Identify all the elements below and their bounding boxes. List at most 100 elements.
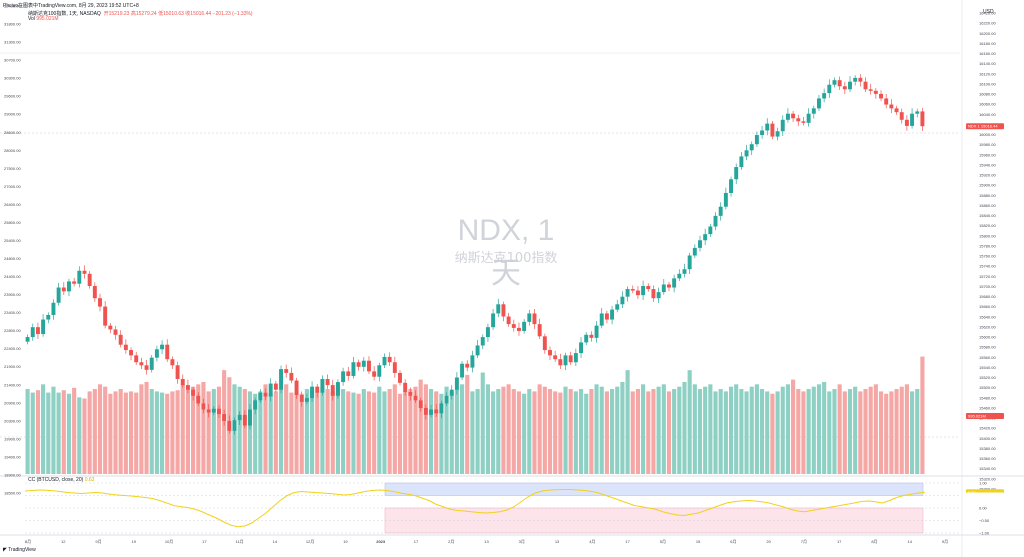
time-axis-tick: 17 <box>625 539 630 544</box>
candle-body <box>579 342 583 354</box>
left-axis-tick: 24800.00 <box>4 256 21 261</box>
candle-body <box>863 81 868 90</box>
candle-body <box>258 392 263 401</box>
candle-body <box>304 398 309 402</box>
time-axis-tick: 3月 <box>519 539 525 544</box>
volume-bar <box>470 391 475 474</box>
right-axis-tick: 15900.00 <box>979 183 996 188</box>
candle-body <box>599 313 604 326</box>
candle-body <box>801 121 806 123</box>
volume-bar <box>372 392 377 474</box>
volume-bar <box>165 393 170 474</box>
candle-body <box>920 111 925 127</box>
volume-bar <box>625 370 630 474</box>
candle-body <box>780 119 785 132</box>
volume-value: 995.021M <box>36 16 59 22</box>
right-axis-tick: 15680.00 <box>979 294 996 299</box>
candle-body <box>749 144 754 151</box>
volume-bar <box>475 389 480 474</box>
volume-bar <box>185 389 190 474</box>
candle-body <box>594 325 599 338</box>
left-axis-tick: 22400.00 <box>4 346 21 351</box>
price-candles <box>25 74 925 435</box>
volume-legend[interactable]: Vol 995.021M <box>28 16 59 22</box>
candle-body <box>196 395 201 404</box>
symbol-legend[interactable]: 纳斯达克100指数, 1天, NASDAQ 开15219.23 高15279.2… <box>28 10 253 17</box>
candle-body <box>553 355 558 360</box>
right-axis-tick: 16000.00 <box>979 132 996 137</box>
left-axis-tick: 22800.00 <box>4 328 21 333</box>
right-axis-tick: 15700.00 <box>979 284 996 289</box>
right-axis-tick: 16120.00 <box>979 71 996 76</box>
left-axis: 32400.00 31800.00 31300.00 30700.00 30300.00… <box>4 4 21 496</box>
candle-body <box>848 81 852 90</box>
volume-bar <box>894 389 899 474</box>
candle-body <box>82 270 87 274</box>
volume-bar <box>397 393 403 474</box>
candle-body <box>656 292 661 299</box>
indicator-axis-tick: 0.00 <box>979 506 988 511</box>
right-axis-tick: 15920.00 <box>979 173 996 178</box>
candle-body <box>449 389 454 396</box>
volume-bar <box>247 391 253 474</box>
left-axis-tick: 25400.00 <box>4 238 21 243</box>
right-axis-tick: 15820.00 <box>979 223 996 228</box>
volume-bar <box>791 379 796 474</box>
left-axis-tick: 19400.00 <box>4 454 21 459</box>
candle-body <box>439 403 444 414</box>
right-axis: 16420.00 16220.00 16200.00 16180.00 16160.00… <box>979 11 996 536</box>
time-axis-tick: 10月 <box>165 539 173 544</box>
candle-body <box>248 409 252 426</box>
volume-bar <box>485 384 490 474</box>
candle-body <box>335 382 340 396</box>
time-axis-tick: 9月 <box>942 539 948 544</box>
volume-bar <box>304 389 309 474</box>
volume-bar <box>335 384 340 474</box>
left-axis-tick: 29600.00 <box>4 94 21 99</box>
candle-body <box>387 356 392 363</box>
volume-bar <box>734 384 739 474</box>
upper-zone <box>384 482 924 496</box>
volume-bar <box>516 391 522 474</box>
volume-bar <box>268 393 273 474</box>
volume-bar <box>610 389 615 474</box>
candle-body <box>108 325 113 330</box>
candle-body <box>61 287 66 292</box>
volume-bar <box>253 393 258 474</box>
volume-label: Vol <box>28 16 35 22</box>
left-axis-tick: 25800.00 <box>4 220 21 225</box>
indicator-legend[interactable]: CC (BTCUSD, close, 20) 0.63 <box>28 477 94 483</box>
volume-bar <box>604 391 609 474</box>
volume-bar <box>97 384 103 474</box>
currency-label: USD <box>983 9 994 15</box>
left-axis-tick: 31800.00 <box>4 22 21 27</box>
time-axis-tick: 2月 <box>448 539 454 544</box>
watermark-symbol: NDX, 1天 <box>457 214 555 290</box>
left-axis-tick: 20300.00 <box>4 418 21 423</box>
candle-body <box>413 395 418 401</box>
candle-body <box>511 324 516 328</box>
candle-body <box>485 327 490 338</box>
volume-bar <box>439 393 444 474</box>
candle-body <box>910 113 915 126</box>
indicator-badge: 0.63 <box>968 490 977 495</box>
right-axis-tick: 16200.00 <box>979 31 996 36</box>
candle-body <box>573 353 578 363</box>
volume-bar <box>749 386 754 474</box>
left-axis-tick: 23900.00 <box>4 292 21 297</box>
volume-bar <box>278 389 284 474</box>
volume-bar <box>413 386 418 474</box>
volume-bar <box>351 392 356 474</box>
candle-body <box>25 337 30 342</box>
candle-body <box>351 362 356 376</box>
right-axis-tick: 15480.00 <box>979 395 996 400</box>
candle-body <box>734 167 739 180</box>
volume-bar <box>30 392 35 474</box>
volume-bar <box>661 384 666 474</box>
left-axis-tick: 18500.00 <box>4 491 21 496</box>
right-axis-tick: 15740.00 <box>979 264 996 269</box>
candle-body <box>175 365 180 380</box>
volume-bar <box>692 384 697 474</box>
candle-body <box>392 362 397 373</box>
